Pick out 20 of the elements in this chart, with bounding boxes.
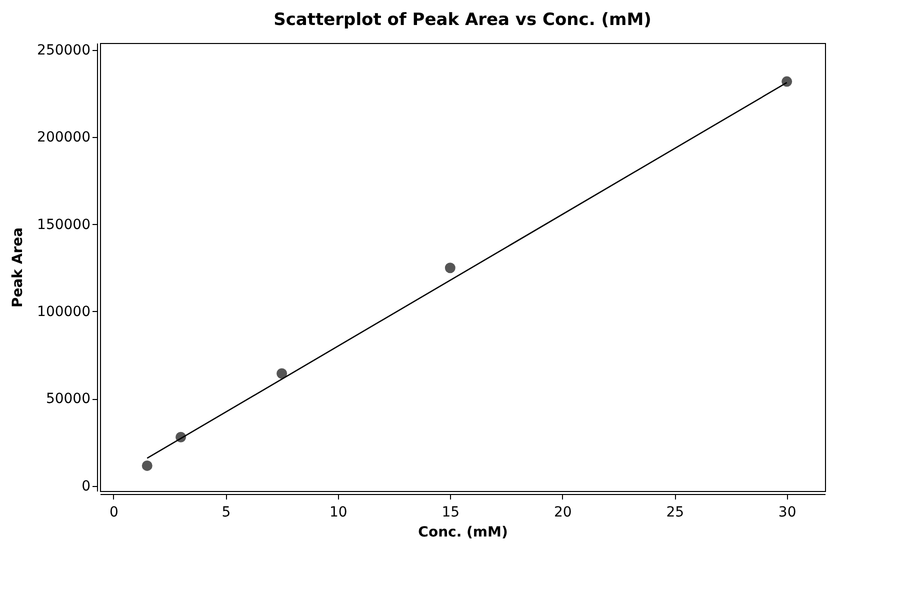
x-tick-label: 0 <box>110 504 118 520</box>
y-tick-label: 0 <box>82 478 90 494</box>
point <box>782 76 792 87</box>
point <box>276 368 288 379</box>
x-tick-label: 15 <box>442 504 460 520</box>
y-tick-label: 100000 <box>37 304 90 320</box>
y-axis-title: Peak Area <box>10 227 26 308</box>
x-tick-label: 5 <box>222 504 231 520</box>
x-axis-title: Conc. (mM) <box>418 524 508 540</box>
y-tick-label: 150000 <box>37 216 90 233</box>
chart-title: Scatterplot of Peak Area vs Conc. (mM) <box>274 10 652 30</box>
y-tick-label: 50000 <box>46 391 90 408</box>
x-tick-label: 30 <box>778 504 796 520</box>
point <box>444 262 456 274</box>
x-tick-label: 25 <box>666 504 684 520</box>
x-tick-label: 10 <box>330 504 348 520</box>
x-tick-label: 20 <box>554 504 572 520</box>
y-tick-label: 250000 <box>37 42 90 58</box>
point <box>142 460 152 471</box>
y-tick-label: 200000 <box>37 130 90 146</box>
